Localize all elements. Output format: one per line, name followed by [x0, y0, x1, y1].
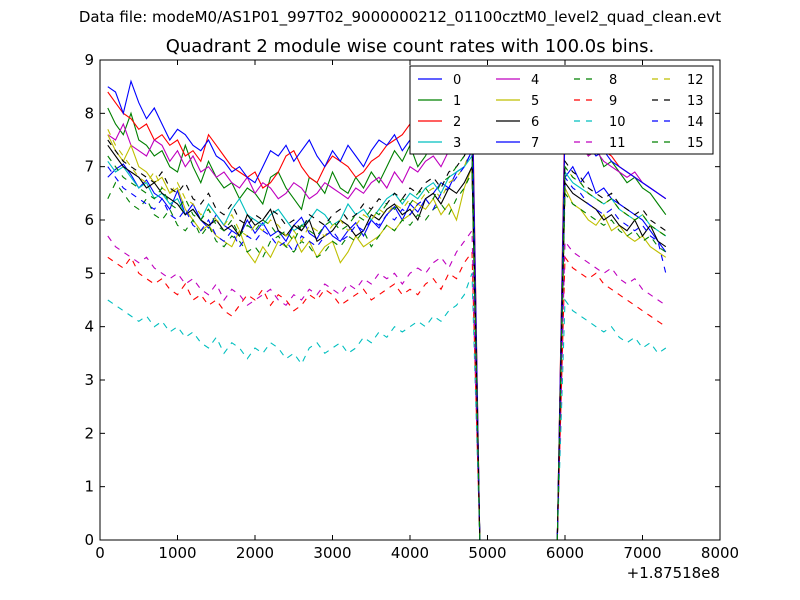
y-tick-label: 0	[84, 531, 94, 549]
series-line-4	[107, 118, 667, 540]
legend-label-7: 7	[531, 136, 539, 151]
y-tick-label: 4	[84, 318, 94, 336]
y-tick-label: 6	[84, 211, 94, 229]
legend-label-12: 12	[687, 73, 704, 88]
legend-label-5: 5	[531, 94, 539, 109]
x-offset-label: +1.87518e8	[627, 564, 720, 582]
figure-suptitle: Data file: modeM0/AS1P01_997T02_90000002…	[78, 8, 722, 26]
legend-label-13: 13	[687, 94, 704, 109]
legend-box	[409, 65, 714, 155]
series-line-1	[107, 102, 667, 540]
series-line-3	[107, 154, 667, 540]
series-line-15	[107, 143, 667, 540]
legend-label-15: 15	[687, 136, 704, 151]
series-line-12	[107, 129, 667, 540]
legend-label-8: 8	[609, 73, 617, 88]
series-line-9	[107, 250, 667, 540]
series-line-14	[107, 150, 667, 540]
y-tick-label: 2	[84, 424, 94, 442]
legend-label-0: 0	[453, 73, 461, 88]
x-tick-label: 7000	[623, 544, 661, 562]
axes-layer: 0 1000 2000 3000 4000 5000 6000 7000 8000+1.8751…	[84, 51, 739, 582]
legend-label-3: 3	[453, 136, 461, 151]
y-tick-label: 9	[84, 51, 94, 69]
x-tick-label: 5000	[468, 544, 506, 562]
series-line-8	[107, 171, 667, 540]
x-tick-label: 1000	[158, 544, 196, 562]
y-tick-label: 3	[84, 371, 94, 389]
legend-label-1: 1	[453, 94, 461, 109]
x-tick-label: 6000	[546, 544, 584, 562]
series-line-10	[107, 273, 667, 540]
legend-label-11: 11	[609, 136, 626, 151]
x-tick-label: 3000	[313, 544, 351, 562]
legend-label-9: 9	[609, 94, 617, 109]
y-tick-label: 8	[84, 104, 94, 122]
legend-label-10: 10	[609, 115, 626, 130]
y-tick-label: 7	[84, 158, 94, 176]
y-tick-label: 5	[84, 264, 94, 282]
legend-label-6: 6	[531, 115, 539, 130]
x-tick-label: 2000	[236, 544, 274, 562]
y-tick-label: 1	[84, 478, 94, 496]
x-tick-label: 4000	[391, 544, 429, 562]
legend-label-2: 2	[453, 115, 461, 130]
chart-title: Quadrant 2 module wise count rates with …	[165, 36, 655, 57]
series-line-11	[107, 229, 667, 540]
x-tick-label: 8000	[701, 544, 739, 562]
legend-label-14: 14	[687, 115, 704, 130]
legend-label-4: 4	[531, 73, 539, 88]
x-tick-label: 0	[95, 544, 105, 562]
